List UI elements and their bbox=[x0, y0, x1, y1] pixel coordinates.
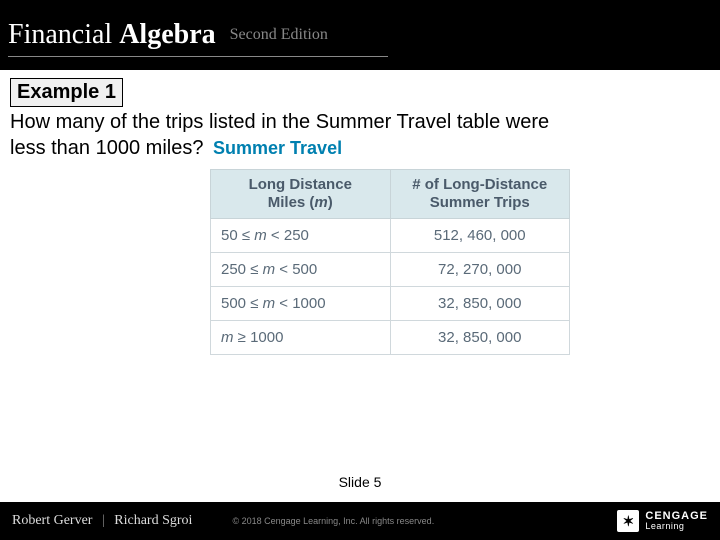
range-cell: 500 ≤ m < 1000 bbox=[211, 287, 391, 321]
trips-cell: 72, 270, 000 bbox=[390, 253, 570, 287]
table-header-row: Long Distance Miles (m) # of Long-Distan… bbox=[211, 170, 570, 219]
range-cell: m ≥ 1000 bbox=[211, 321, 391, 355]
cengage-logo: ✶ CENGAGE Learning bbox=[617, 510, 708, 532]
trips-cell: 32, 850, 000 bbox=[390, 321, 570, 355]
title-part1: Financial bbox=[8, 19, 119, 50]
copyright: © 2018 Cengage Learning, Inc. All rights… bbox=[232, 516, 434, 526]
slide-number: Slide 5 bbox=[339, 474, 382, 490]
question-line1: How many of the trips listed in the Summ… bbox=[10, 111, 549, 133]
col-header-trips: # of Long-Distance Summer Trips bbox=[390, 170, 570, 219]
table-inline-title: Summer Travel bbox=[213, 138, 342, 158]
table-row: 500 ≤ m < 1000 32, 850, 000 bbox=[211, 287, 570, 321]
range-cell: 50 ≤ m < 250 bbox=[211, 219, 391, 253]
cengage-icon: ✶ bbox=[617, 510, 639, 532]
question-text: How many of the trips listed in the Summ… bbox=[10, 109, 710, 161]
title-part2: Algebra bbox=[119, 19, 215, 50]
question-line2: less than 1000 miles? bbox=[10, 137, 203, 159]
author1: Robert Gerver bbox=[12, 513, 92, 528]
authors: Robert Gerver | Richard Sgroi bbox=[12, 513, 192, 529]
range-cell: 250 ≤ m < 500 bbox=[211, 253, 391, 287]
summer-travel-table: Long Distance Miles (m) # of Long-Distan… bbox=[210, 169, 570, 355]
example-label: Example 1 bbox=[10, 78, 123, 107]
footer-bar: Robert Gerver | Richard Sgroi © 2018 Cen… bbox=[0, 502, 720, 540]
trips-cell: 512, 460, 000 bbox=[390, 219, 570, 253]
slide-content: Example 1 How many of the trips listed i… bbox=[0, 70, 720, 355]
table-row: m ≥ 1000 32, 850, 000 bbox=[211, 321, 570, 355]
author-separator: | bbox=[102, 513, 105, 528]
header-underline bbox=[8, 56, 388, 57]
book-title: Financial Algebra bbox=[8, 19, 216, 51]
col-header-miles: Long Distance Miles (m) bbox=[211, 170, 391, 219]
trips-cell: 32, 850, 000 bbox=[390, 287, 570, 321]
edition-label: Second Edition bbox=[230, 26, 328, 44]
table-row: 250 ≤ m < 500 72, 270, 000 bbox=[211, 253, 570, 287]
header-bar: Financial Algebra Second Edition bbox=[0, 0, 720, 70]
table-row: 50 ≤ m < 250 512, 460, 000 bbox=[211, 219, 570, 253]
summer-travel-table-wrap: Long Distance Miles (m) # of Long-Distan… bbox=[210, 169, 570, 355]
author2: Richard Sgroi bbox=[114, 513, 192, 528]
cengage-text: CENGAGE Learning bbox=[645, 511, 708, 531]
